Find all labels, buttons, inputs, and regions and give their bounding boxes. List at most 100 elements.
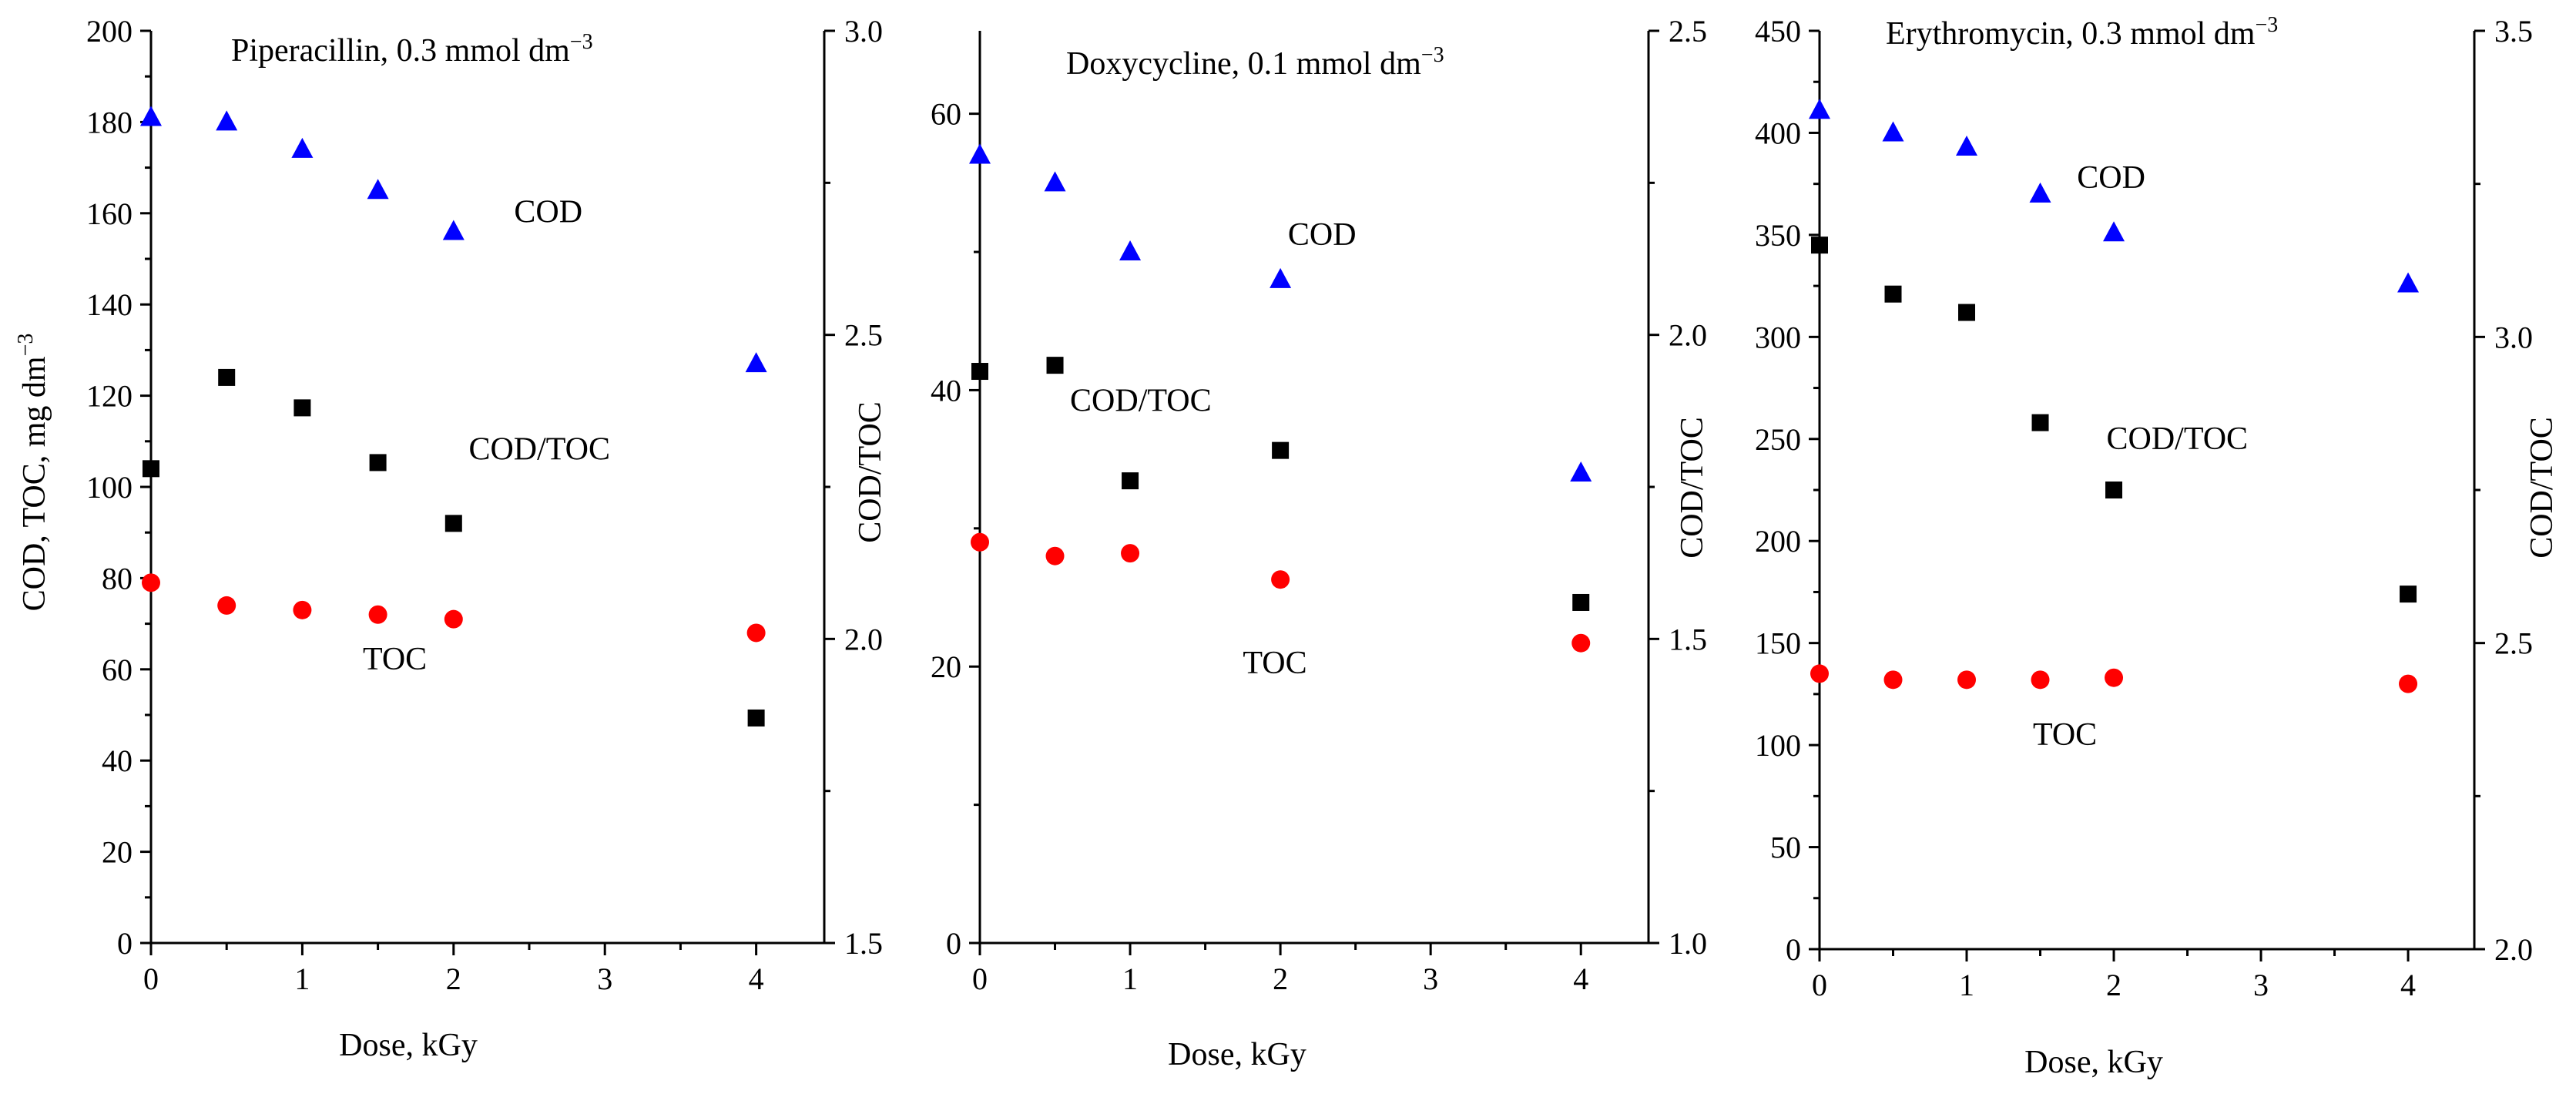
series-cod-toc <box>971 357 1590 611</box>
y-tick-label: 50 <box>1770 831 1801 865</box>
series-cod-toc <box>1811 237 2417 603</box>
cod-toc-point <box>747 709 765 727</box>
x-tick-label: 1 <box>1959 968 1974 1002</box>
axes: 0 1 2 3 40204060801001201401601802001.52.02.… <box>86 14 883 996</box>
cod-toc-point <box>971 363 988 381</box>
x-tick-label: 2 <box>1273 961 1288 996</box>
cod-toc-point <box>1572 593 1590 611</box>
series-cod <box>969 143 1592 482</box>
y-tick-label: 60 <box>102 653 132 687</box>
y2-tick-label: 1.5 <box>844 926 883 961</box>
y-tick-label: 40 <box>931 373 961 408</box>
toc-point <box>2399 674 2418 693</box>
toc-point <box>142 573 160 592</box>
y-tick-label: 180 <box>86 105 132 139</box>
cod-point <box>291 137 314 158</box>
x-tick-label: 4 <box>2400 968 2416 1002</box>
y2-tick-label: 3.5 <box>2494 14 2533 49</box>
chart-doxycycline: Doxycycline, 0.1 mmol dm−3 Dose, kGy COD… <box>931 14 1710 1072</box>
cod-point <box>140 106 162 126</box>
cod-point <box>969 143 991 164</box>
x-tick-label: 3 <box>2253 968 2269 1002</box>
series-label: COD <box>2077 160 2145 196</box>
y2-tick-label: 2.0 <box>844 622 883 656</box>
toc-point <box>217 596 236 615</box>
y-tick-label: 250 <box>1755 422 1801 457</box>
cod-point <box>2397 272 2420 293</box>
series-label: COD/TOC <box>468 431 610 467</box>
y-tick-label: 20 <box>931 649 961 684</box>
toc-point <box>2031 670 2050 690</box>
chart-piperacillin: Piperacillin, 0.3 mmol dm−3 Dose, kGy CO… <box>14 14 888 1063</box>
series-toc <box>1810 664 2418 693</box>
cod-toc-point <box>143 460 159 478</box>
x-tick-label: 2 <box>2106 968 2122 1002</box>
x-axis-title: Dose, kGy <box>2024 1045 2163 1080</box>
y-tick-label: 200 <box>86 14 132 49</box>
cod-toc-point <box>1884 285 1902 303</box>
cod-toc-point <box>1811 237 1828 254</box>
cod-toc-point <box>2031 414 2049 431</box>
cod-point <box>2029 182 2051 203</box>
y-tick-label: 140 <box>86 287 132 322</box>
y2-tick-label: 2.5 <box>1669 14 1707 49</box>
toc-point <box>1957 670 1977 690</box>
y-tick-label: 100 <box>86 470 132 505</box>
y-tick-label: 200 <box>1755 524 1801 559</box>
toc-point <box>293 600 312 619</box>
y2-tick-label: 1.0 <box>1669 926 1707 961</box>
series-cod <box>1809 99 2420 293</box>
toc-point <box>1883 670 1903 690</box>
cod-point <box>442 220 465 240</box>
chart-title: Erythromycin, 0.3 mmol dm−3 <box>1886 13 2278 52</box>
cod-point <box>1570 461 1592 482</box>
cod-point <box>1956 135 1978 156</box>
toc-point <box>1045 546 1065 565</box>
y2-tick-label: 2.0 <box>1669 318 1707 353</box>
series-label: TOC <box>1243 646 1306 681</box>
cod-toc-point <box>293 399 311 417</box>
cod-point <box>367 179 389 200</box>
cod-point <box>2103 221 2125 242</box>
chart-title: Piperacillin, 0.3 mmol dm−3 <box>231 30 593 69</box>
toc-point <box>2105 668 2124 687</box>
y2-axis-title: COD/TOC <box>853 401 888 543</box>
y-tick-label: 300 <box>1755 320 1801 354</box>
toc-point <box>746 623 766 643</box>
series-label: TOC <box>363 642 427 677</box>
y-tick-label: 160 <box>86 196 132 231</box>
chart-erythromycin: Erythromycin, 0.3 mmol dm−3 Dose, kGy CO… <box>1755 13 2560 1080</box>
y2-axis-title: COD/TOC <box>2524 417 2560 559</box>
y2-tick-label: 3.0 <box>2494 320 2533 354</box>
toc-point <box>1271 570 1290 589</box>
y-tick-label: 60 <box>931 97 961 132</box>
y-tick-label: 120 <box>86 379 132 414</box>
cod-toc-point <box>218 368 236 386</box>
y2-axis-title: COD/TOC <box>1675 417 1710 559</box>
x-axis-title: Dose, kGy <box>1168 1037 1306 1072</box>
cod-toc-point <box>1958 304 1976 321</box>
toc-point <box>1571 633 1591 653</box>
y-tick-label: 20 <box>102 835 132 870</box>
toc-point <box>971 532 989 552</box>
x-axis-title: Dose, kGy <box>339 1028 478 1063</box>
toc-point <box>1121 544 1140 563</box>
y2-tick-label: 1.5 <box>1669 622 1707 656</box>
y-tick-label: 80 <box>102 561 132 596</box>
series-toc <box>971 532 1591 653</box>
series-label: COD/TOC <box>2106 421 2248 457</box>
series-label: COD <box>514 195 582 230</box>
series-label: TOC <box>2033 717 2097 753</box>
x-tick-label: 3 <box>1423 961 1438 996</box>
x-tick-label: 1 <box>294 961 310 996</box>
cod-toc-point <box>1122 472 1139 490</box>
y-tick-label: 0 <box>1786 932 1801 967</box>
y-axis-title: COD, TOC, mg dm−3 <box>14 334 52 612</box>
series-cod-toc <box>143 368 765 727</box>
toc-point <box>444 609 463 629</box>
x-tick-label: 0 <box>143 961 159 996</box>
cod-point <box>1882 121 1904 142</box>
cod-toc-point <box>444 515 462 532</box>
cod-point <box>1809 99 1830 119</box>
x-tick-label: 3 <box>597 961 612 996</box>
